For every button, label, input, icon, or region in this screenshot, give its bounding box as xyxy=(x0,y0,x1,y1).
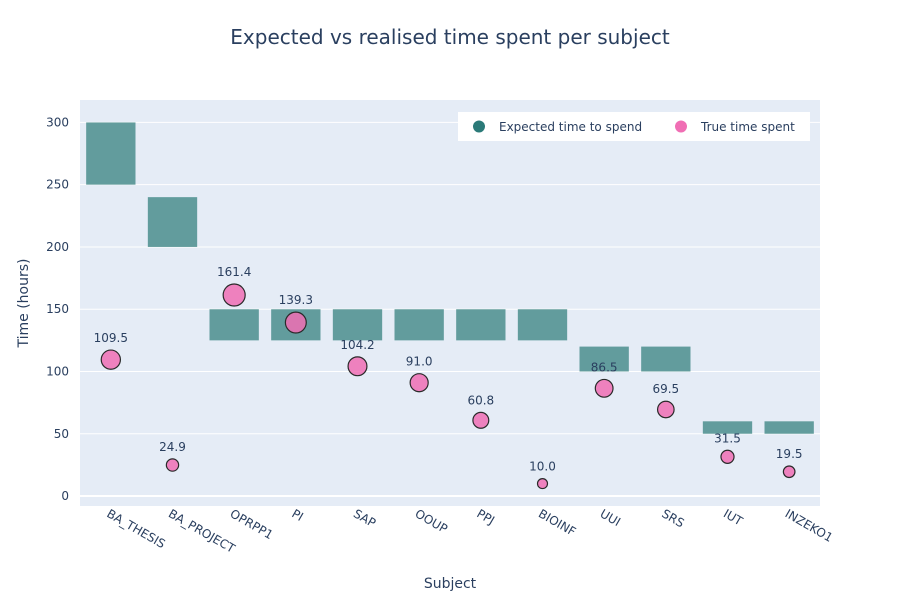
data-label: 139.3 xyxy=(279,293,313,307)
x-tick-label: SRS xyxy=(659,506,686,530)
y-tick-label: 200 xyxy=(46,240,69,254)
true-time-marker[interactable] xyxy=(472,411,490,429)
y-tick-label: 100 xyxy=(46,364,69,378)
true-time-marker[interactable] xyxy=(594,378,614,398)
y-tick-label: 150 xyxy=(46,302,69,316)
expected-bar[interactable] xyxy=(456,309,506,341)
legend-expected-swatch xyxy=(473,120,485,133)
legend-box xyxy=(458,112,810,141)
expected-bar[interactable] xyxy=(641,346,691,372)
expected-bar[interactable] xyxy=(209,309,259,341)
x-tick-label: BA_THESIS xyxy=(104,506,167,551)
true-time-marker[interactable] xyxy=(100,349,122,370)
chart-title: Expected vs realised time spent per subj… xyxy=(230,25,670,49)
data-label: 19.5 xyxy=(776,447,803,461)
x-axis-title: Subject xyxy=(424,576,477,592)
y-axis-ticks: 0 50 100 150 200 250 300 xyxy=(46,115,69,503)
legend-true-swatch xyxy=(675,120,687,133)
true-time-marker[interactable] xyxy=(347,356,368,377)
gridlines xyxy=(80,121,820,498)
x-tick-label: UUI xyxy=(598,506,623,529)
true-time-marker[interactable] xyxy=(720,449,735,464)
expected-bar[interactable] xyxy=(86,122,136,185)
y-tick-label: 250 xyxy=(46,178,69,192)
true-time-marker[interactable] xyxy=(165,458,180,472)
y-tick-label: 300 xyxy=(46,115,69,129)
data-label: 86.5 xyxy=(591,360,618,374)
true-time-marker[interactable] xyxy=(536,477,549,490)
expected-bar[interactable] xyxy=(147,197,198,247)
data-label: 104.2 xyxy=(340,338,374,352)
y-axis-title: Time (hours) xyxy=(16,259,32,349)
true-time-marker[interactable] xyxy=(284,311,307,334)
x-tick-label: INZEKO1 xyxy=(783,506,836,544)
true-time-marker[interactable] xyxy=(222,283,246,307)
y-tick-label: 0 xyxy=(61,489,69,503)
y-tick-label: 50 xyxy=(54,427,69,441)
expected-bar[interactable] xyxy=(702,421,753,434)
x-tick-label: OPRPP1 xyxy=(228,506,276,542)
data-label: 109.5 xyxy=(94,331,128,345)
expected-bar[interactable] xyxy=(517,309,568,341)
true-time-marker[interactable] xyxy=(409,373,429,393)
x-tick-label: PI xyxy=(289,506,305,524)
data-label: 31.5 xyxy=(714,431,741,445)
data-label: 161.4 xyxy=(217,265,251,279)
x-tick-label: BIOINF xyxy=(536,506,578,538)
expected-bar[interactable] xyxy=(764,421,814,434)
data-label: 91.0 xyxy=(406,355,433,369)
x-tick-label: IUT xyxy=(721,506,746,528)
expected-bar[interactable] xyxy=(579,346,629,372)
legend-expected-label[interactable]: Expected time to spend xyxy=(499,120,642,134)
x-tick-label: OOUP xyxy=(413,506,450,536)
legend[interactable]: Expected time to spend True time spent xyxy=(458,112,810,141)
true-time-marker[interactable] xyxy=(656,400,675,419)
x-tick-label: SAP xyxy=(351,506,378,530)
data-label: 24.9 xyxy=(159,440,186,454)
true-time-markers: 109.5 24.9 161.4 139.3 104.2 91.0 60.8 10.0 86.5… xyxy=(94,265,803,490)
true-time-marker[interactable] xyxy=(782,465,796,479)
expected-bars xyxy=(86,122,814,434)
legend-true-label[interactable]: True time spent xyxy=(700,120,795,134)
data-label: 60.8 xyxy=(467,393,494,407)
plot-area xyxy=(80,100,820,506)
expected-bar[interactable] xyxy=(332,309,383,341)
data-label: 10.0 xyxy=(529,460,556,474)
x-tick-label: BA_PROJECT xyxy=(166,506,238,556)
data-label: 69.5 xyxy=(652,382,679,396)
expected-bar[interactable] xyxy=(394,309,444,341)
x-tick-label: PPJ xyxy=(474,506,497,527)
